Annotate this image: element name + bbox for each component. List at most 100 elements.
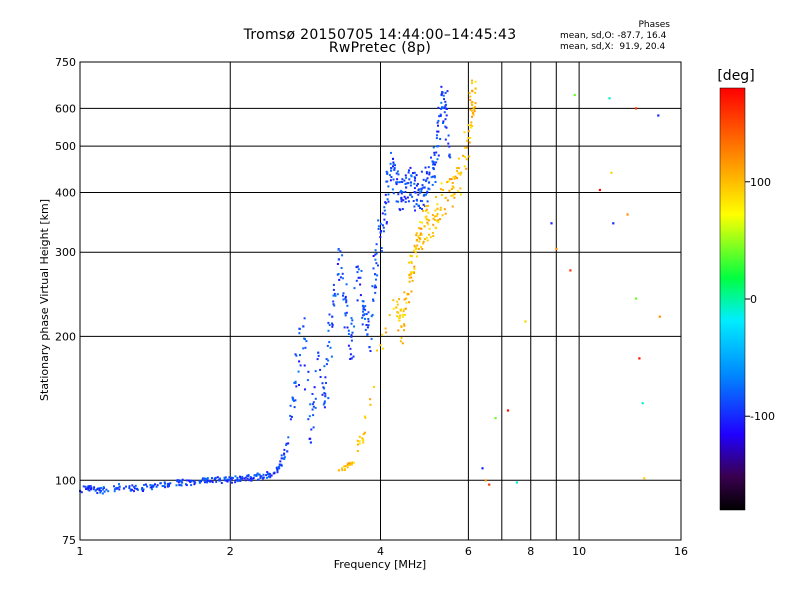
- trace-point: [417, 235, 420, 238]
- data-point: [405, 297, 408, 300]
- trace-point: [353, 325, 355, 328]
- trace-point: [437, 145, 440, 148]
- data-point: [194, 481, 197, 484]
- trace-point: [444, 125, 447, 128]
- trace-point: [359, 276, 362, 279]
- trace-point: [317, 354, 320, 357]
- trace-point: [236, 478, 239, 481]
- trace-point: [431, 214, 434, 217]
- trace-point: [446, 90, 449, 93]
- trace-point: [386, 198, 389, 201]
- trace-point: [404, 174, 407, 177]
- trace-point: [133, 486, 136, 488]
- data-point: [309, 441, 312, 444]
- trace-point: [141, 490, 144, 492]
- trace-point: [361, 439, 364, 441]
- trace-point: [101, 492, 104, 495]
- trace-point: [362, 310, 365, 313]
- trace-point: [407, 293, 410, 296]
- trace-point: [223, 478, 226, 480]
- trace-point: [151, 484, 154, 487]
- trace-point: [396, 170, 399, 173]
- trace-point: [428, 173, 431, 176]
- data-point: [427, 219, 431, 222]
- data-point: [610, 171, 613, 174]
- trace-point: [252, 477, 255, 480]
- trace-point: [413, 179, 416, 182]
- trace-point: [401, 342, 404, 345]
- trace-point: [339, 276, 342, 279]
- trace-point: [290, 415, 293, 418]
- trace-point: [372, 298, 375, 301]
- trace-point: [292, 397, 295, 400]
- trace-point: [465, 167, 468, 170]
- trace-point: [375, 252, 378, 255]
- trace-point: [422, 203, 425, 206]
- trace-point: [283, 453, 286, 456]
- y-tick-label: 400: [55, 186, 76, 199]
- trace-point: [325, 363, 328, 366]
- trace-point: [437, 106, 440, 109]
- trace-point: [189, 481, 192, 484]
- trace-point: [436, 134, 438, 137]
- trace-point: [245, 476, 247, 479]
- trace-point: [236, 480, 239, 483]
- data-point: [356, 265, 359, 268]
- trace-point: [415, 232, 418, 235]
- trace-point: [359, 294, 362, 297]
- data-point: [436, 207, 439, 210]
- trace-point: [132, 490, 135, 493]
- trace-point: [431, 160, 434, 163]
- trace-point: [371, 285, 374, 288]
- trace-point: [417, 189, 420, 192]
- data-point: [515, 481, 518, 484]
- trace-point: [224, 476, 227, 479]
- trace-point: [419, 227, 422, 230]
- trace-point: [407, 171, 410, 174]
- trace-point: [457, 157, 460, 160]
- trace-point: [434, 209, 437, 212]
- trace-point: [419, 199, 422, 202]
- trace-point: [432, 146, 435, 149]
- trace-point: [178, 484, 181, 487]
- trace-point: [447, 180, 450, 183]
- trace-point: [382, 347, 385, 350]
- trace-point: [394, 164, 396, 167]
- trace-point: [403, 324, 406, 327]
- trace-point: [389, 179, 392, 182]
- trace-point: [448, 189, 451, 192]
- trace-point: [456, 177, 459, 180]
- trace-point: [168, 483, 171, 486]
- trace-point: [408, 261, 410, 264]
- data-point: [481, 467, 484, 470]
- trace-point: [161, 485, 164, 488]
- trace-point: [105, 488, 108, 491]
- data-point: [390, 167, 393, 170]
- trace-point: [308, 415, 311, 418]
- data-point: [286, 450, 289, 453]
- trace-point: [241, 475, 244, 478]
- trace-point: [422, 178, 425, 181]
- trace-point: [435, 219, 438, 222]
- trace-point: [410, 276, 413, 279]
- trace-point: [352, 461, 355, 464]
- trace-point: [319, 368, 322, 371]
- trace-point: [258, 473, 261, 476]
- trace-point: [319, 376, 322, 378]
- y-tick-label: 100: [55, 474, 76, 487]
- trace-point: [283, 448, 286, 451]
- trace-point: [375, 286, 377, 289]
- trace-point: [439, 114, 442, 117]
- trace-point: [404, 201, 407, 203]
- trace-point: [417, 204, 420, 207]
- trace-point: [464, 146, 467, 149]
- trace-point: [393, 168, 396, 171]
- trace-point: [382, 230, 385, 233]
- trace-point: [331, 323, 334, 326]
- trace-point: [295, 354, 298, 357]
- data-point: [344, 297, 347, 300]
- trace-point: [408, 276, 411, 279]
- trace-point: [411, 195, 414, 198]
- trace-point: [420, 170, 423, 173]
- trace-point: [381, 212, 384, 215]
